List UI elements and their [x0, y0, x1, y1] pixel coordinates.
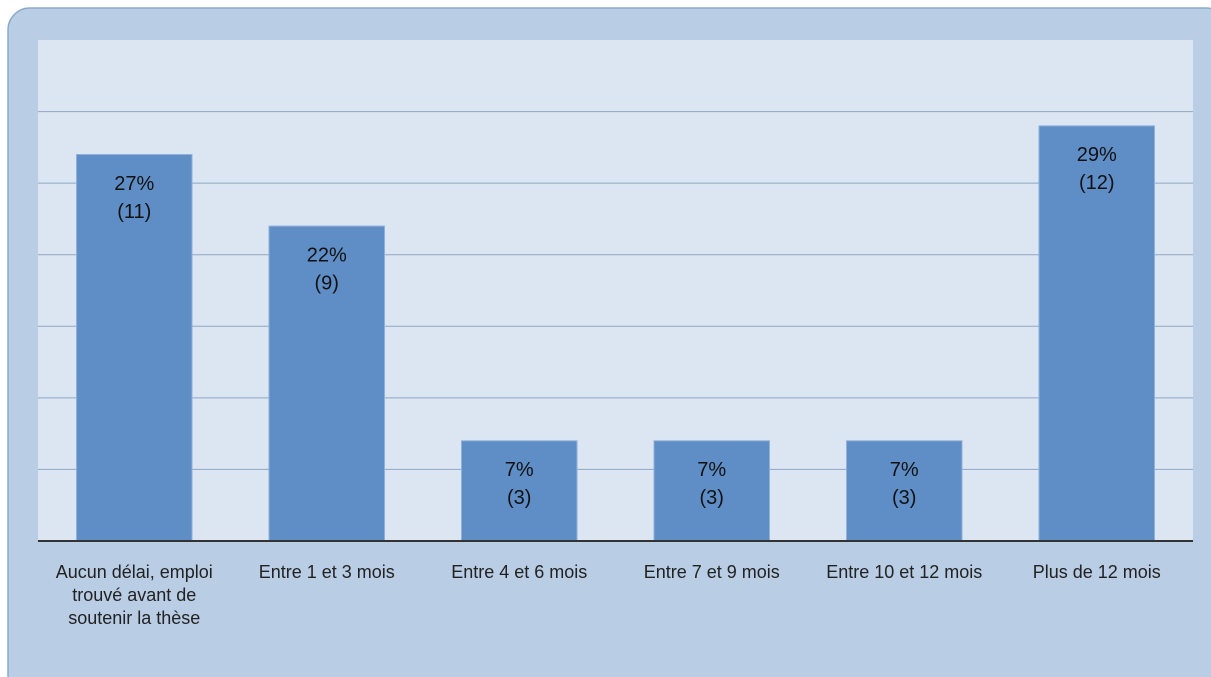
bar [268, 225, 385, 542]
data-label: 27% [114, 173, 154, 195]
data-label: 7% [697, 459, 726, 481]
bar [846, 440, 963, 542]
data-label: 7% [890, 459, 919, 481]
count-label: (9) [315, 272, 339, 294]
data-label: 7% [505, 459, 534, 481]
bar [653, 440, 770, 542]
bar [461, 440, 578, 542]
x-tick-label: Plus de 12 mois [1032, 562, 1161, 582]
data-label: 29% [1077, 144, 1117, 166]
x-tick-label: Aucun délai, emploi trouvé avant de sout… [55, 562, 213, 628]
x-tick-label: Entre 1 et 3 mois [258, 562, 395, 582]
count-label: (11) [117, 201, 151, 223]
count-label: (3) [892, 487, 916, 509]
x-tick-label: Entre 7 et 9 mois [643, 562, 780, 582]
count-label: (3) [507, 487, 531, 509]
x-tick-label: Entre 10 et 12 mois [826, 562, 983, 582]
plot-area [38, 40, 1193, 541]
count-label: (3) [700, 487, 724, 509]
x-tick-label: Entre 4 et 6 mois [451, 562, 588, 582]
data-label: 22% [307, 244, 347, 266]
bar [76, 154, 193, 542]
count-label: (12) [1079, 172, 1115, 194]
bar [1038, 125, 1155, 542]
